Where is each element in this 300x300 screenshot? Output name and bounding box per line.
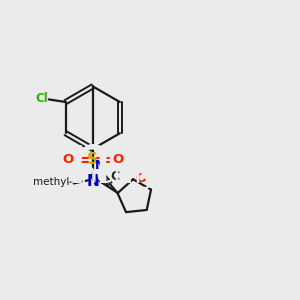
Text: C: C: [111, 170, 120, 183]
Text: methyl: methyl: [33, 177, 69, 188]
Text: N: N: [95, 159, 106, 172]
Text: O: O: [62, 153, 73, 166]
Text: O: O: [135, 172, 146, 185]
Text: O: O: [112, 153, 123, 166]
Text: N: N: [86, 174, 99, 189]
Text: methyl: methyl: [69, 182, 74, 183]
Text: methyl: methyl: [68, 182, 73, 183]
Text: Cl: Cl: [35, 92, 48, 105]
Text: methyl: methyl: [69, 130, 300, 196]
Text: methyl: methyl: [70, 160, 166, 189]
Text: methyl: methyl: [69, 130, 300, 196]
Text: methyl: methyl: [70, 181, 74, 182]
Text: S: S: [87, 152, 98, 167]
